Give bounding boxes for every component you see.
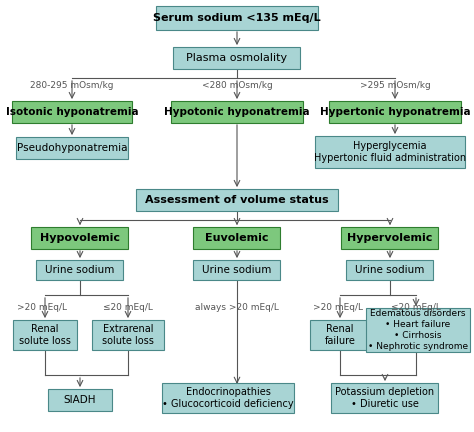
Text: Endocrinopathies
• Glucocorticoid deficiency: Endocrinopathies • Glucocorticoid defici…: [162, 387, 294, 409]
Text: Hypertonic hyponatremia: Hypertonic hyponatremia: [319, 107, 470, 117]
Text: Hypervolemic: Hypervolemic: [347, 233, 433, 243]
FancyBboxPatch shape: [331, 383, 438, 413]
Text: Urine sodium: Urine sodium: [202, 265, 272, 275]
FancyBboxPatch shape: [92, 320, 164, 350]
Text: Renal
failure: Renal failure: [325, 324, 356, 346]
Text: Extrarenal
solute loss: Extrarenal solute loss: [102, 324, 154, 346]
Text: Hypovolemic: Hypovolemic: [40, 233, 120, 243]
Text: Urine sodium: Urine sodium: [46, 265, 115, 275]
Text: Edematous disorders
• Heart failure
• Cirrhosis
• Nephrotic syndrome: Edematous disorders • Heart failure • Ci…: [368, 309, 468, 351]
Text: Serum sodium <135 mEq/L: Serum sodium <135 mEq/L: [153, 13, 321, 23]
FancyBboxPatch shape: [341, 227, 438, 249]
FancyBboxPatch shape: [366, 308, 470, 352]
FancyBboxPatch shape: [36, 260, 124, 280]
Text: Pseudohyponatremia: Pseudohyponatremia: [17, 143, 127, 153]
Text: Potassium depletion
• Diuretic use: Potassium depletion • Diuretic use: [336, 387, 435, 409]
FancyBboxPatch shape: [31, 227, 128, 249]
Text: >295 mOsm/kg: >295 mOsm/kg: [360, 82, 430, 90]
Text: Renal
solute loss: Renal solute loss: [19, 324, 71, 346]
FancyBboxPatch shape: [329, 101, 461, 123]
Text: Euvolemic: Euvolemic: [205, 233, 269, 243]
Text: ≤20 mEq/L: ≤20 mEq/L: [391, 304, 441, 312]
Text: Urine sodium: Urine sodium: [356, 265, 425, 275]
FancyBboxPatch shape: [162, 383, 294, 413]
Text: SIADH: SIADH: [64, 395, 96, 405]
Text: 280-295 mOsm/kg: 280-295 mOsm/kg: [30, 82, 114, 90]
Text: Plasma osmolality: Plasma osmolality: [186, 53, 288, 63]
Text: Assessment of volume status: Assessment of volume status: [145, 195, 329, 205]
Text: Hyperglycemia
Hypertonic fluid administration: Hyperglycemia Hypertonic fluid administr…: [314, 141, 466, 163]
Text: >20 mEq/L: >20 mEq/L: [313, 304, 363, 312]
FancyBboxPatch shape: [193, 227, 281, 249]
FancyBboxPatch shape: [136, 189, 338, 211]
FancyBboxPatch shape: [346, 260, 434, 280]
FancyBboxPatch shape: [173, 47, 301, 69]
FancyBboxPatch shape: [315, 136, 465, 168]
Text: Isotonic hyponatremia: Isotonic hyponatremia: [6, 107, 138, 117]
FancyBboxPatch shape: [193, 260, 281, 280]
Text: Hypotonic hyponatremia: Hypotonic hyponatremia: [164, 107, 310, 117]
Text: <280 mOsm/kg: <280 mOsm/kg: [201, 82, 273, 90]
Text: >20 mEq/L: >20 mEq/L: [17, 304, 67, 312]
Text: always >20 mEq/L: always >20 mEq/L: [195, 304, 279, 312]
Text: ≤20 mEq/L: ≤20 mEq/L: [103, 304, 153, 312]
FancyBboxPatch shape: [16, 137, 128, 159]
FancyBboxPatch shape: [12, 101, 132, 123]
FancyBboxPatch shape: [13, 320, 77, 350]
FancyBboxPatch shape: [156, 6, 318, 30]
FancyBboxPatch shape: [310, 320, 370, 350]
FancyBboxPatch shape: [171, 101, 303, 123]
FancyBboxPatch shape: [48, 389, 112, 411]
